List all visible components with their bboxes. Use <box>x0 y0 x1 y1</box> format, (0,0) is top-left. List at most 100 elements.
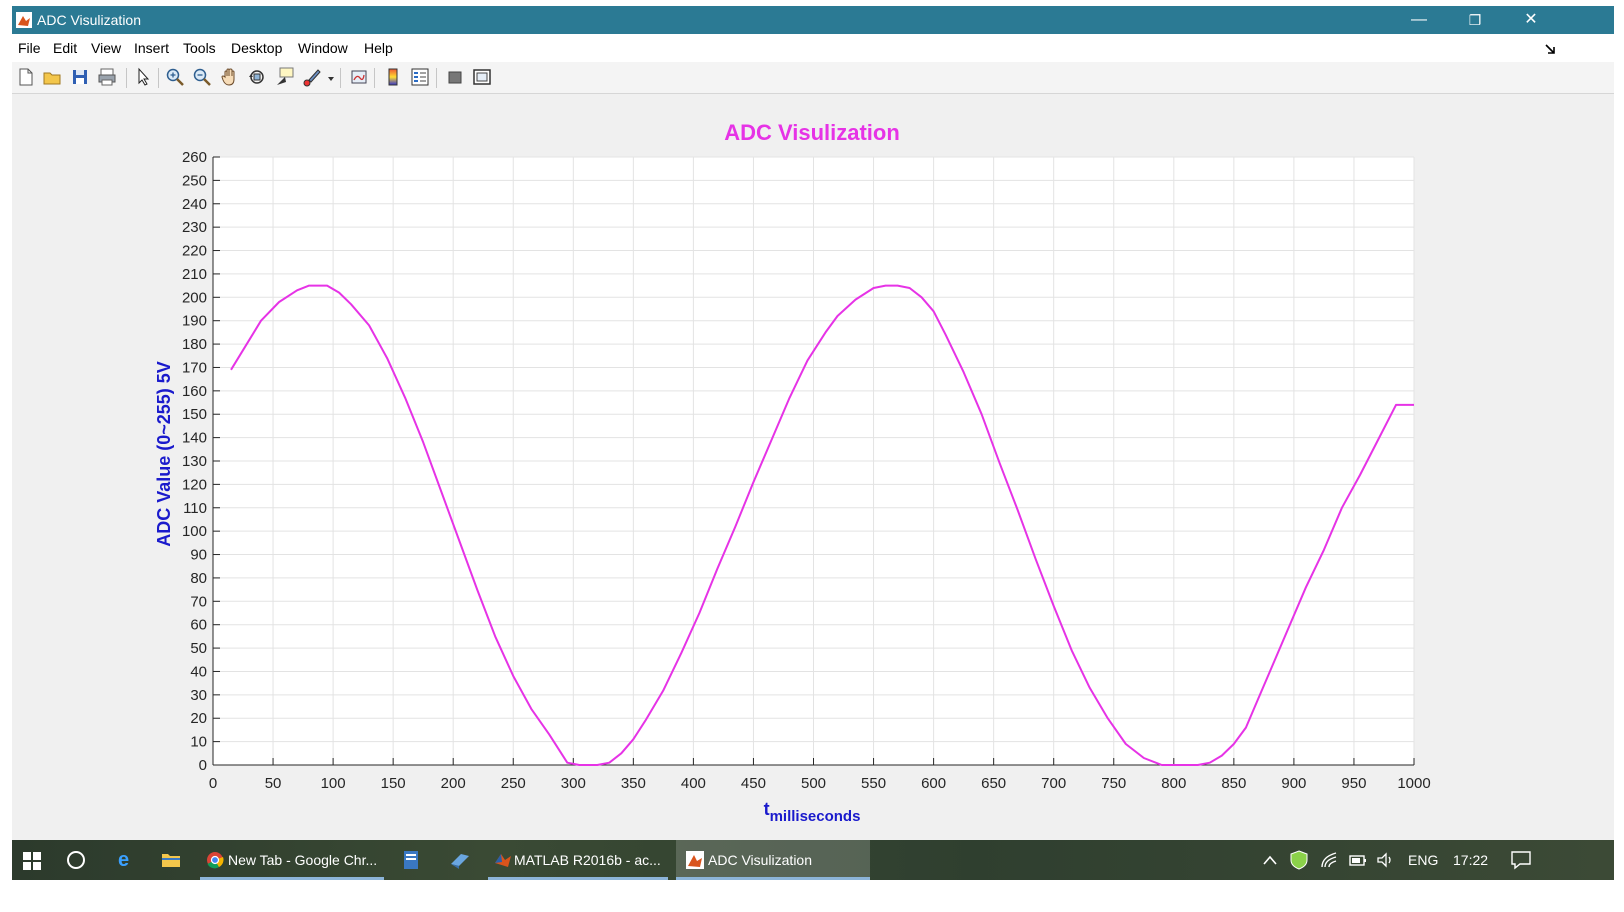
menu-bar: File Edit View Insert Tools Desktop Wind… <box>12 34 1614 62</box>
matlab-figure-icon <box>16 12 32 28</box>
x-tick-label: 200 <box>441 775 466 792</box>
x-tick-label: 850 <box>1221 775 1246 792</box>
print-icon[interactable] <box>96 66 118 88</box>
x-tick-label: 600 <box>921 775 946 792</box>
toolbar-separator <box>374 68 375 88</box>
zoom-in-icon[interactable] <box>164 66 186 88</box>
x-tick-label: 150 <box>381 775 406 792</box>
menu-insert[interactable]: Insert <box>134 40 170 56</box>
wifi-icon[interactable] <box>1320 851 1338 869</box>
x-tick-label: 350 <box>621 775 646 792</box>
legend-icon[interactable] <box>409 66 431 88</box>
colorbar-icon[interactable] <box>382 66 404 88</box>
taskbar-chrome[interactable]: New Tab - Google Chr... <box>200 840 384 880</box>
title-bar[interactable]: ADC Visulization — ❐ ✕ <box>12 6 1614 34</box>
y-tick-label: 110 <box>183 500 207 517</box>
taskbar-running-indicator <box>676 877 870 880</box>
tray-chevron-up-icon[interactable] <box>1262 854 1278 866</box>
x-tick-label: 450 <box>741 775 766 792</box>
taskbar-matlab-label: MATLAB R2016b - ac... <box>514 852 661 868</box>
taskbar-matlab[interactable]: MATLAB R2016b - ac... <box>488 840 668 880</box>
system-clock[interactable]: 17:22 <box>1453 852 1489 868</box>
open-file-icon[interactable] <box>41 66 63 88</box>
x-axis-label: tmilliseconds <box>764 799 861 825</box>
menu-edit[interactable]: Edit <box>53 40 78 56</box>
window-title: ADC Visulization <box>37 12 142 28</box>
dock-arrow-icon[interactable] <box>1545 44 1555 54</box>
y-tick-label: 120 <box>182 476 207 493</box>
close-button[interactable]: ✕ <box>1524 11 1538 28</box>
battery-icon[interactable] <box>1348 852 1368 868</box>
app-shortcut-icon[interactable] <box>449 850 471 870</box>
y-tick-label: 10 <box>190 734 207 751</box>
restore-button[interactable]: ❐ <box>1468 12 1482 28</box>
x-tick-label: 50 <box>265 775 282 792</box>
action-center-icon[interactable] <box>1510 850 1532 870</box>
x-tick-label: 300 <box>561 775 586 792</box>
y-tick-label: 20 <box>190 710 207 727</box>
security-shield-icon[interactable] <box>1290 850 1308 870</box>
x-tick-label: 0 <box>209 775 217 792</box>
x-tick-label: 900 <box>1281 775 1306 792</box>
x-tick-label: 250 <box>501 775 526 792</box>
menu-desktop[interactable]: Desktop <box>231 40 283 56</box>
toolbar-separator <box>126 68 127 88</box>
toolbar-separator <box>340 68 341 88</box>
adc-chart[interactable]: 0 50 100 150 200 250 300 350 400 450 500 550 600 650 7… <box>12 95 1614 846</box>
y-tick-label: 160 <box>182 383 207 400</box>
zoom-out-icon[interactable] <box>191 66 213 88</box>
y-tick-label: 180 <box>182 336 207 353</box>
y-tick-label: 60 <box>190 617 207 634</box>
x-tick-label: 800 <box>1161 775 1186 792</box>
new-figure-icon[interactable] <box>15 66 37 88</box>
y-tick-label: 170 <box>182 359 207 376</box>
x-axis-label-main: t <box>764 799 770 819</box>
windows-start-icon[interactable] <box>23 852 41 870</box>
menu-file[interactable]: File <box>18 40 41 56</box>
x-axis-label-sub: milliseconds <box>770 808 861 825</box>
y-tick-label: 30 <box>190 687 207 704</box>
save-icon[interactable] <box>69 66 91 88</box>
menu-view[interactable]: View <box>91 40 122 56</box>
y-tick-label: 250 <box>182 172 207 189</box>
toolbar-separator <box>436 68 437 88</box>
brush-icon[interactable] <box>301 66 323 88</box>
menu-window[interactable]: Window <box>298 40 348 56</box>
svg-text:e: e <box>118 849 129 869</box>
show-plot-tools-icon[interactable] <box>471 66 493 88</box>
taskbar-running-indicator <box>200 877 384 880</box>
data-cursor-icon[interactable] <box>274 66 296 88</box>
windows-taskbar: e New Tab - Google Chr... MATLAB R2016b … <box>12 840 1614 880</box>
figure-window: ADC Visulization — ❐ ✕ File Edit View In… <box>12 6 1614 876</box>
y-tick-label: 130 <box>182 453 207 470</box>
y-tick-label: 140 <box>182 430 207 447</box>
rotate-3d-icon[interactable] <box>246 66 268 88</box>
volume-icon[interactable] <box>1376 852 1394 868</box>
link-plot-icon[interactable] <box>348 66 370 88</box>
y-tick-label: 90 <box>190 547 207 564</box>
file-explorer-icon[interactable] <box>161 851 181 869</box>
y-tick-label: 200 <box>182 289 207 306</box>
pan-icon[interactable] <box>219 66 241 88</box>
y-axis-label: ADC Value (0~255) 5V <box>154 361 174 547</box>
brush-dropdown-icon[interactable] <box>327 75 335 83</box>
figure-canvas[interactable]: 0 50 100 150 200 250 300 350 400 450 500 550 600 650 7… <box>12 95 1614 876</box>
x-tick-label: 750 <box>1101 775 1126 792</box>
menu-tools[interactable]: Tools <box>183 40 216 56</box>
cortana-search-icon[interactable] <box>66 850 86 870</box>
adc-signal-line <box>230 284 1414 766</box>
language-indicator[interactable]: ENG <box>1408 852 1439 868</box>
taskbar-adc-visulization[interactable]: ADC Visulization <box>676 840 870 880</box>
pointer-icon[interactable] <box>132 66 154 88</box>
x-tick-label: 400 <box>681 775 706 792</box>
chart-title: ADC Visulization <box>724 120 900 145</box>
menu-help[interactable]: Help <box>364 40 393 56</box>
y-tick-label: 150 <box>182 406 207 423</box>
minimize-button[interactable]: — <box>1411 11 1427 28</box>
y-tick-label: 70 <box>190 593 207 610</box>
hide-plot-tools-icon[interactable] <box>444 66 466 88</box>
x-tick-label: 1000 <box>1397 775 1430 792</box>
notes-app-icon[interactable] <box>402 850 420 870</box>
edge-browser-icon[interactable]: e <box>115 849 135 869</box>
